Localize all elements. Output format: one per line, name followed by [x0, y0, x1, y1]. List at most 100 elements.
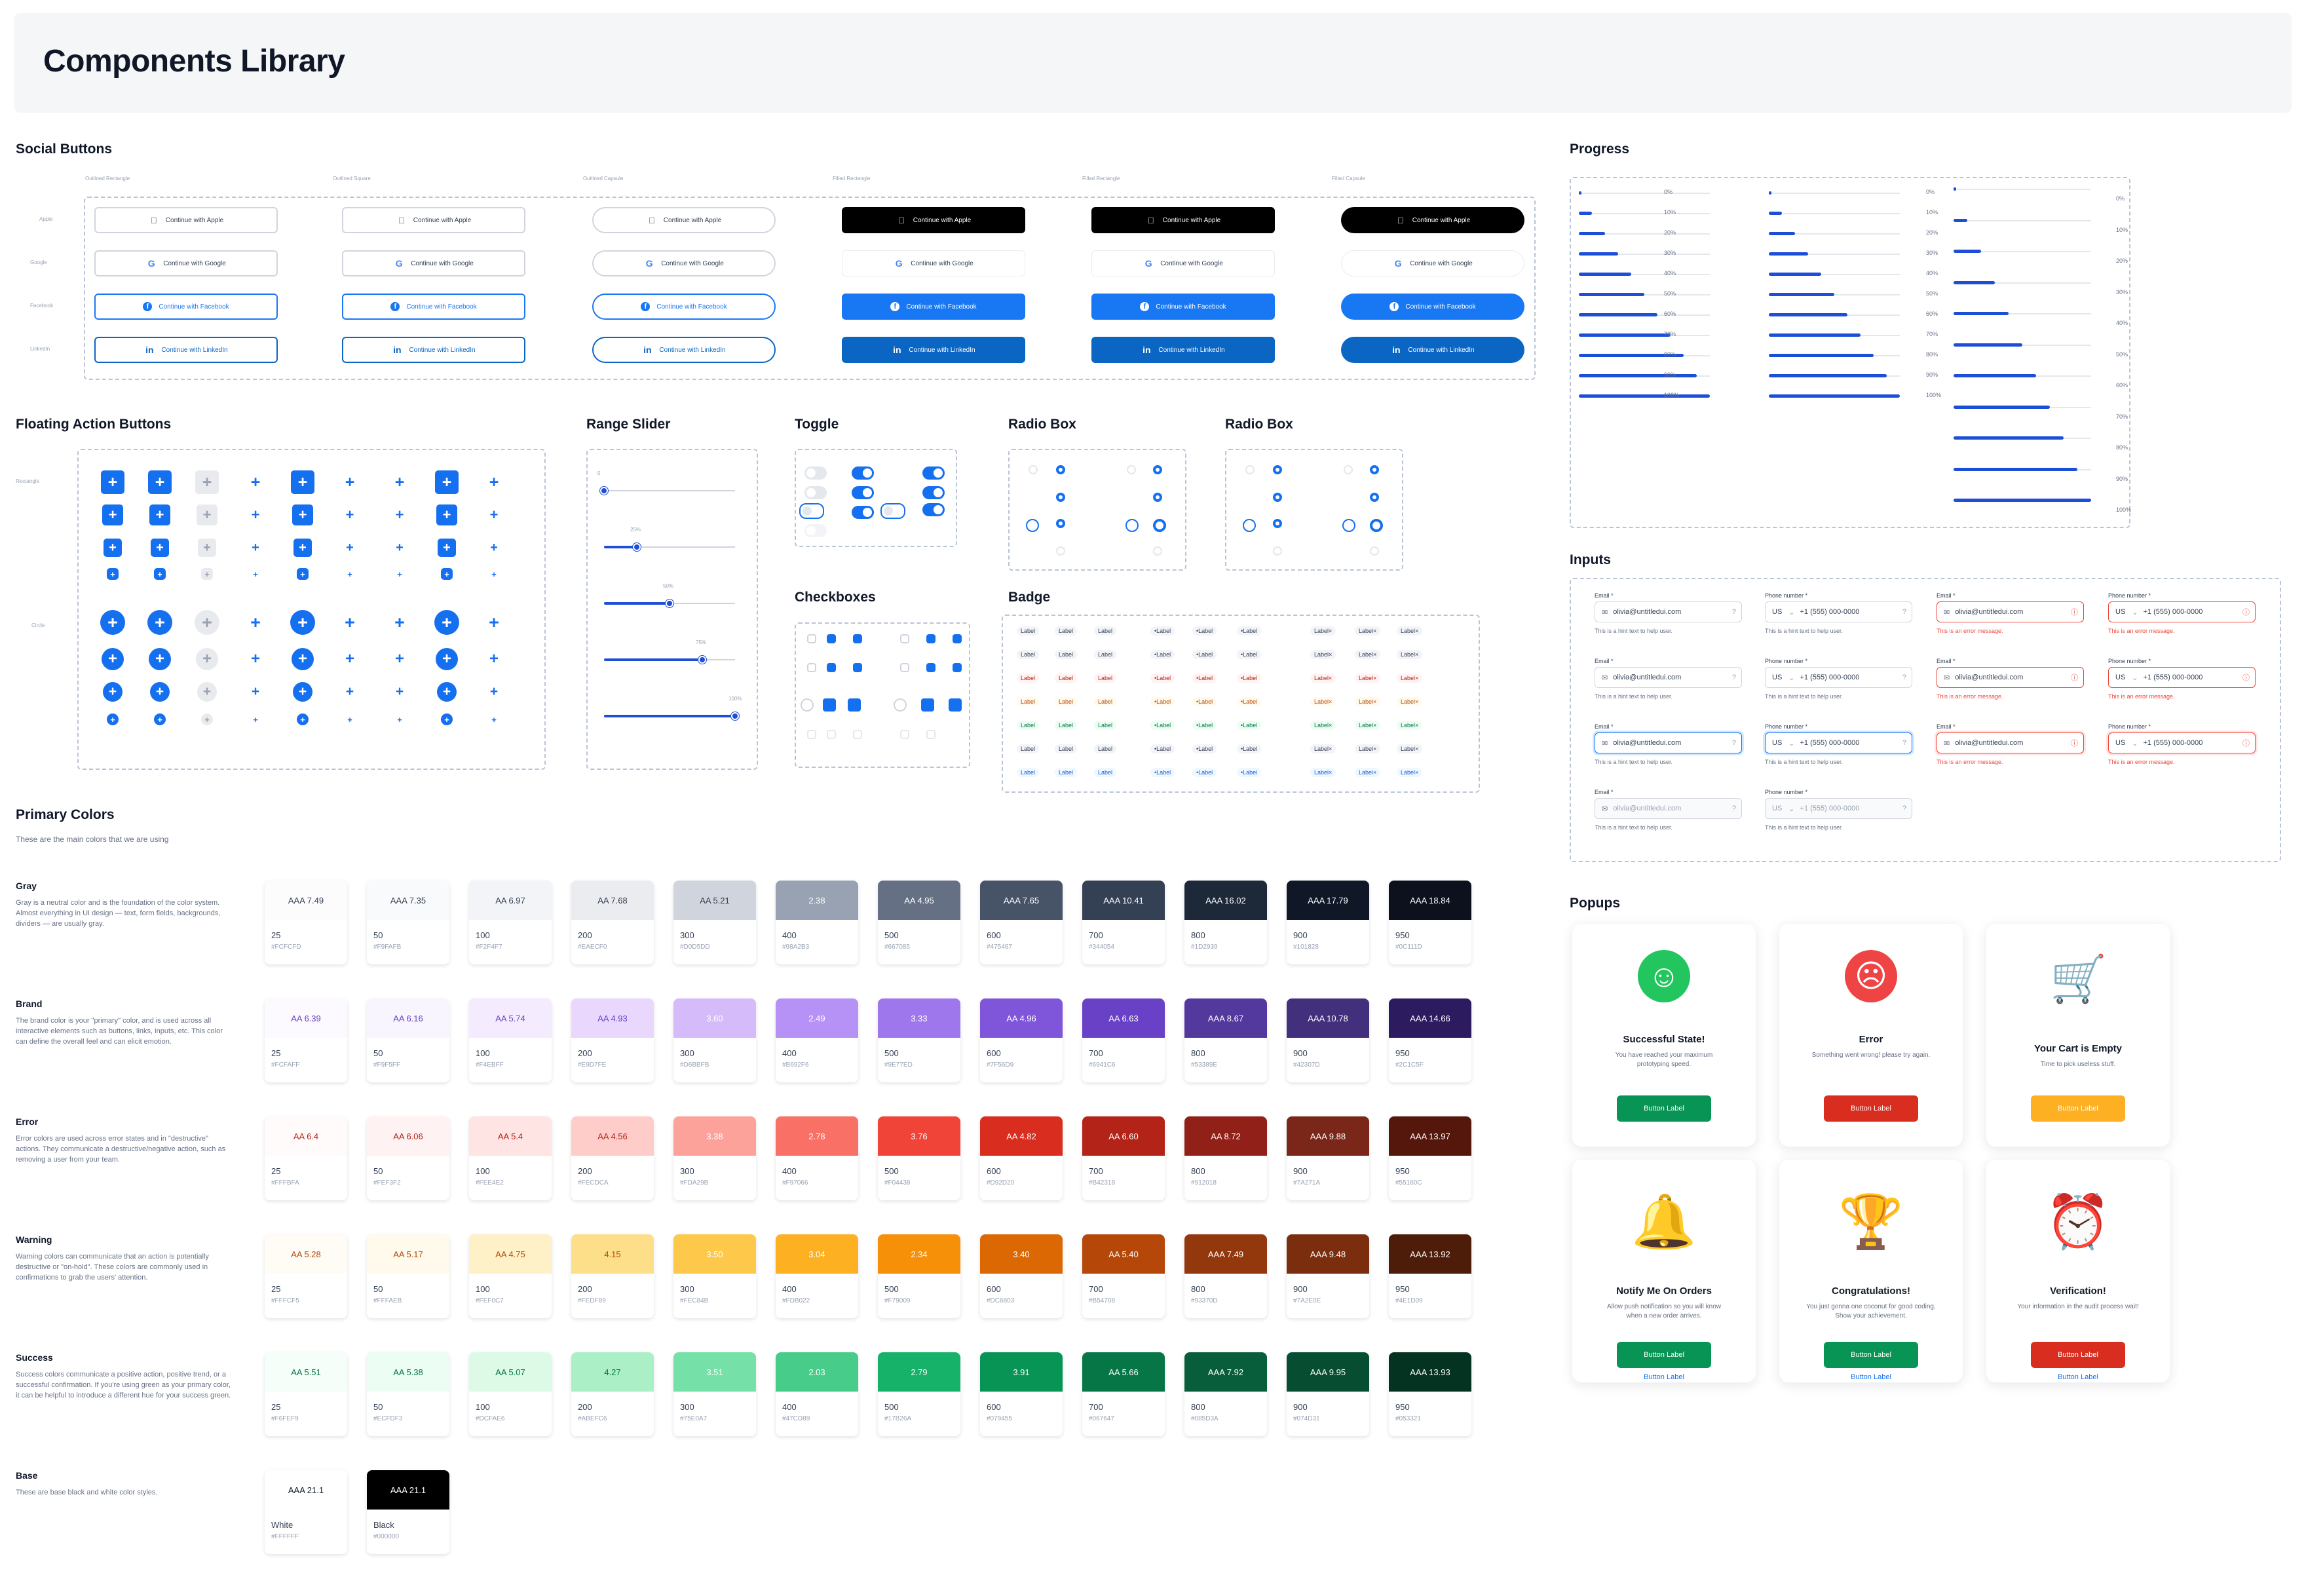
fab-button[interactable]: +: [154, 713, 166, 725]
radio-button[interactable]: [1370, 493, 1379, 502]
checkbox[interactable]: [926, 663, 936, 672]
google-social-button[interactable]: G Continue with Google: [842, 250, 1025, 276]
fab-button[interactable]: +: [489, 612, 499, 632]
email-input[interactable]: ✉ olivia@untitledui.com?: [1595, 732, 1742, 753]
radio-button[interactable]: [1056, 465, 1065, 474]
li-social-button[interactable]: in Continue with LinkedIn: [94, 337, 278, 363]
email-input[interactable]: ✉ olivia@untitledui.com?: [1595, 601, 1742, 622]
checkbox[interactable]: [807, 730, 816, 739]
fab-button[interactable]: +: [489, 650, 499, 668]
apple-social-button[interactable]:  Continue with Apple: [592, 207, 776, 233]
phone-input[interactable]: US ⌄ +1 (555) 000-0000?: [1765, 667, 1912, 688]
fab-button[interactable]: +: [346, 540, 354, 555]
fab-button[interactable]: +: [435, 470, 459, 494]
checkbox[interactable]: [900, 730, 909, 739]
fab-button[interactable]: +: [250, 472, 261, 491]
checkbox[interactable]: [807, 663, 816, 672]
fab-button[interactable]: +: [102, 648, 124, 670]
fab-button[interactable]: +: [107, 713, 119, 725]
fab-button[interactable]: +: [100, 610, 125, 635]
phone-input[interactable]: US ⌄ +1 (555) 000-0000 ⓘ: [2108, 667, 2256, 688]
toggle-switch[interactable]: [880, 503, 905, 519]
fb-social-button[interactable]: f Continue with Facebook: [94, 294, 278, 320]
google-social-button[interactable]: G Continue with Google: [1091, 250, 1275, 276]
fab-button[interactable]: +: [293, 539, 312, 557]
email-input[interactable]: ✉ olivia@untitledui.com ⓘ: [1937, 667, 2084, 688]
fb-social-button[interactable]: f Continue with Facebook: [1091, 294, 1275, 320]
fab-button[interactable]: +: [253, 569, 258, 579]
checkbox[interactable]: [900, 663, 909, 672]
fab-button[interactable]: +: [197, 682, 217, 702]
phone-input[interactable]: US ⌄ +1 (555) 000-0000?: [1765, 732, 1912, 753]
fab-button[interactable]: +: [107, 568, 119, 580]
fab-button[interactable]: +: [292, 504, 313, 525]
google-social-button[interactable]: G Continue with Google: [592, 250, 776, 276]
fab-button[interactable]: +: [345, 506, 354, 523]
range-thumb[interactable]: [600, 487, 608, 495]
radio-button[interactable]: [1026, 519, 1039, 532]
country-select[interactable]: US: [1772, 805, 1783, 812]
radio-button[interactable]: [1273, 546, 1282, 556]
li-social-button[interactable]: in Continue with LinkedIn: [1341, 337, 1524, 363]
fab-button[interactable]: +: [436, 504, 457, 525]
toggle-switch[interactable]: [804, 524, 827, 537]
fab-button[interactable]: +: [395, 684, 404, 699]
phone-input[interactable]: US ⌄ +1 (555) 000-0000?: [1765, 601, 1912, 622]
fab-button[interactable]: +: [397, 714, 402, 725]
radio-button[interactable]: [1273, 493, 1282, 502]
fab-button[interactable]: +: [489, 506, 499, 523]
phone-input[interactable]: US ⌄ +1 (555) 000-0000?: [1765, 798, 1912, 819]
fab-button[interactable]: +: [291, 470, 314, 494]
popup-button[interactable]: Button Label: [2031, 1095, 2125, 1122]
radio-button[interactable]: [1370, 465, 1379, 474]
radio-button[interactable]: [1153, 519, 1166, 532]
checkbox[interactable]: [827, 730, 836, 739]
checkbox[interactable]: [827, 663, 836, 672]
toggle-switch[interactable]: [799, 503, 824, 519]
country-select[interactable]: US: [2115, 739, 2126, 747]
fab-button[interactable]: +: [394, 472, 405, 491]
phone-input[interactable]: US ⌄ +1 (555) 000-0000 ⓘ: [2108, 601, 2256, 622]
popup-button[interactable]: Button Label: [2031, 1342, 2125, 1368]
fab-button[interactable]: +: [195, 610, 219, 635]
radio-button[interactable]: [1056, 493, 1065, 502]
fab-button[interactable]: +: [151, 539, 169, 557]
fab-button[interactable]: +: [437, 682, 457, 702]
fab-button[interactable]: +: [491, 569, 497, 579]
checkbox[interactable]: [949, 698, 962, 712]
radio-button[interactable]: [1273, 465, 1282, 474]
radio-button[interactable]: [1153, 546, 1162, 556]
fab-button[interactable]: +: [491, 714, 497, 725]
fab-button[interactable]: +: [297, 713, 309, 725]
fb-social-button[interactable]: f Continue with Facebook: [842, 294, 1025, 320]
fab-button[interactable]: +: [197, 504, 217, 525]
toggle-switch[interactable]: [852, 486, 874, 499]
checkbox[interactable]: [953, 634, 962, 643]
popup-button[interactable]: Button Label: [1824, 1095, 1918, 1122]
apple-social-button[interactable]:  Continue with Apple: [1091, 207, 1275, 233]
fab-button[interactable]: +: [489, 472, 499, 491]
li-social-button[interactable]: in Continue with LinkedIn: [342, 337, 525, 363]
popup-link[interactable]: Button Label: [2058, 1373, 2098, 1381]
fab-button[interactable]: +: [490, 540, 498, 555]
fab-button[interactable]: +: [154, 568, 166, 580]
fab-button[interactable]: +: [102, 504, 123, 525]
checkbox[interactable]: [853, 730, 862, 739]
fab-button[interactable]: +: [252, 540, 259, 555]
popup-link[interactable]: Button Label: [1644, 1373, 1684, 1381]
google-social-button[interactable]: G Continue with Google: [342, 250, 525, 276]
radio-button[interactable]: [1056, 519, 1065, 528]
fab-button[interactable]: +: [293, 682, 312, 702]
checkbox[interactable]: [926, 730, 936, 739]
fab-button[interactable]: +: [292, 648, 314, 670]
range-thumb[interactable]: [731, 712, 739, 720]
country-select[interactable]: US: [1772, 739, 1783, 747]
radio-button[interactable]: [1127, 465, 1136, 474]
checkbox[interactable]: [953, 663, 962, 672]
apple-social-button[interactable]:  Continue with Apple: [94, 207, 278, 233]
fab-button[interactable]: +: [396, 540, 404, 555]
google-social-button[interactable]: G Continue with Google: [94, 250, 278, 276]
fab-button[interactable]: +: [345, 650, 354, 668]
checkbox[interactable]: [801, 698, 814, 712]
country-select[interactable]: US: [2115, 608, 2126, 616]
